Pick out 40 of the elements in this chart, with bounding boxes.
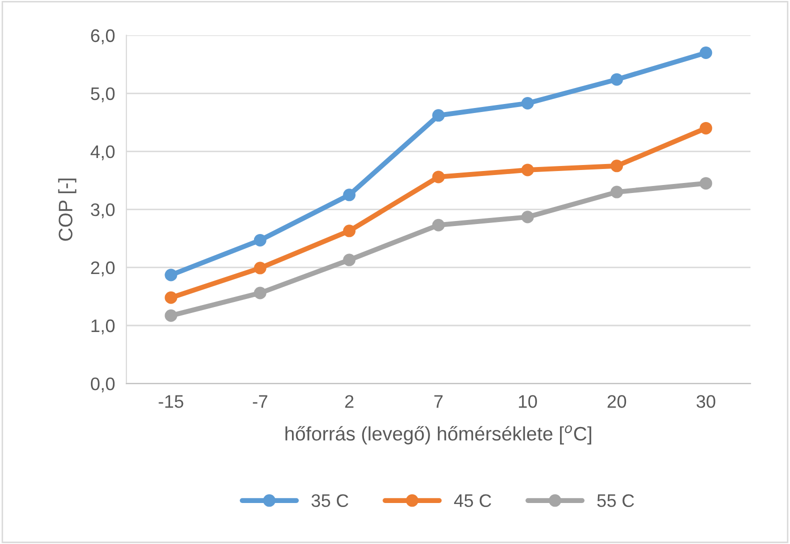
x-axis-title: hőforrás (levegő) hőmérséklete [$^{o}$C]	[286, 425, 592, 444]
point	[700, 122, 712, 134]
y-tick-label: 4,0	[90, 145, 115, 160]
point	[700, 177, 712, 190]
x-tick-label: 2	[345, 395, 354, 408]
x-tick-label: 7	[434, 395, 443, 408]
y-tick-label: 0,0	[90, 377, 115, 392]
point	[254, 262, 266, 274]
point	[610, 73, 624, 86]
point	[164, 268, 178, 282]
x-tick-label: -7	[252, 395, 268, 408]
point	[521, 164, 534, 176]
point	[432, 109, 445, 122]
legend-label: 55 C	[597, 494, 634, 508]
point	[432, 170, 445, 184]
x-tick-label: -15	[158, 395, 184, 408]
point	[432, 218, 445, 232]
point	[164, 291, 178, 304]
point	[610, 186, 624, 198]
point	[164, 309, 178, 322]
point	[343, 224, 356, 238]
y-axis-title: COP [-]	[58, 178, 76, 241]
point	[254, 234, 266, 246]
point	[700, 46, 712, 60]
point	[343, 254, 356, 266]
legend-label: 35 C	[312, 494, 348, 508]
point	[610, 160, 624, 172]
x-tick-label: 10	[518, 395, 537, 408]
y-tick-label: 2,0	[91, 261, 115, 276]
x-tick-label: 20	[608, 395, 626, 408]
legend-label: 45 C	[454, 494, 492, 508]
point	[343, 188, 356, 202]
x-tick-label: 30	[696, 395, 716, 408]
point	[254, 286, 266, 300]
y-tick-label: 6,0	[91, 29, 115, 44]
point	[521, 97, 534, 110]
y-tick-label: 3,0	[90, 203, 115, 218]
y-tick-label: 5,0	[90, 87, 115, 102]
point	[521, 210, 534, 224]
y-tick-label: 1,0	[92, 319, 115, 334]
